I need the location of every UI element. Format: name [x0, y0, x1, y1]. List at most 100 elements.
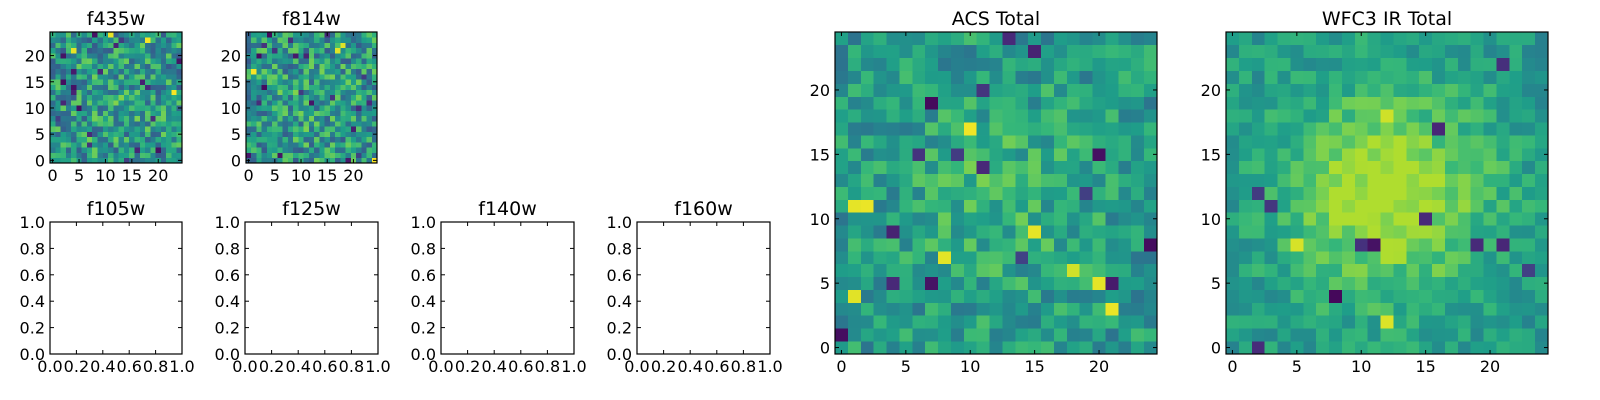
heatmap-cell [1354, 173, 1369, 187]
heatmap-cell [171, 73, 178, 80]
heatmap-cell [1290, 289, 1304, 303]
heatmap-cell [366, 42, 373, 49]
heatmap-cell [251, 147, 257, 153]
heatmap-cell [108, 115, 114, 122]
heatmap-cell [1002, 32, 1016, 46]
heatmap-cell [350, 131, 357, 138]
heatmap-cell [108, 147, 114, 153]
heatmap-cells [246, 32, 378, 164]
heatmap-cell [166, 42, 172, 49]
heatmap-cell [171, 110, 178, 117]
heatmap-cell [963, 160, 978, 175]
heatmap-cell [145, 68, 151, 75]
heatmap-cell [1393, 328, 1407, 342]
heatmap-cell [1535, 173, 1549, 187]
heatmap-cell [261, 42, 268, 49]
heatmap-cell [1066, 289, 1081, 303]
heatmap-cell [1329, 122, 1343, 136]
heatmap-cell [899, 96, 913, 110]
heatmap-cell [847, 199, 862, 213]
heatmap-cell [350, 110, 357, 117]
heatmap-cell [1354, 135, 1369, 149]
heatmap-cell [1483, 302, 1497, 316]
heatmap-cell [1105, 341, 1119, 355]
heatmap-cell [92, 63, 98, 70]
heatmap-cell [1251, 147, 1265, 162]
heatmap-cell [1419, 70, 1433, 84]
heatmap-cell [298, 79, 304, 85]
heatmap-cell [97, 126, 104, 132]
heatmap-cell [989, 186, 1003, 200]
heatmap-cell [251, 32, 257, 38]
heatmap-cell [1118, 199, 1132, 213]
heatmap-cell [1053, 328, 1068, 342]
heatmap-cell [303, 63, 310, 70]
heatmap-cell [1483, 315, 1497, 329]
heatmap-cell [324, 105, 331, 111]
heatmap-cell [1002, 341, 1016, 355]
heatmap-cell [329, 63, 336, 70]
heatmap-cell [266, 52, 273, 59]
heatmap-cell [160, 121, 167, 127]
heatmap-cell [835, 122, 849, 136]
heatmap-cell [324, 84, 331, 90]
heatmap-cell [1105, 96, 1119, 110]
heatmap-cell [1457, 315, 1472, 329]
heatmap-cell [277, 105, 284, 111]
heatmap-cell [118, 37, 125, 43]
heatmap-cell [1432, 57, 1446, 71]
heatmap-cell [989, 122, 1003, 136]
heatmap-cell [963, 225, 978, 239]
heatmap-cell [102, 89, 109, 96]
heatmap-cell [1509, 83, 1523, 97]
heatmap-cell [97, 131, 104, 138]
heatmap-cell [266, 115, 273, 122]
heatmap-cell [76, 79, 83, 85]
heatmap-cell [118, 142, 125, 148]
heatmap-cell [1432, 289, 1446, 303]
x-tick-label: 0.2 [651, 357, 676, 376]
heatmap-cell [361, 110, 367, 117]
heatmap-cell [329, 58, 336, 64]
heatmap-cell [1535, 160, 1549, 175]
heatmap-cell [1105, 32, 1119, 46]
heatmap-cell [81, 110, 88, 117]
heatmap-cell [282, 131, 289, 138]
heatmap-cell [340, 157, 346, 164]
heatmap-cell [1444, 276, 1459, 290]
heatmap-cell [314, 131, 320, 138]
heatmap-cell [350, 121, 357, 127]
heatmap-cell [860, 122, 874, 136]
heatmap-cell [134, 105, 141, 111]
heatmap-cell [350, 52, 357, 59]
heatmap-cell [166, 110, 172, 117]
heatmap-cell [1393, 276, 1407, 290]
heatmap-cell [55, 47, 61, 54]
heatmap-cell [1118, 109, 1132, 123]
heatmap-cell [1341, 135, 1356, 149]
heatmap-cell [1522, 57, 1536, 71]
heatmap-cell [160, 73, 167, 80]
heatmap-cell [1238, 225, 1253, 239]
heatmap-cell [1092, 341, 1106, 355]
heatmap-cell [160, 68, 167, 75]
heatmap-cell [303, 142, 310, 148]
heatmap-cell [65, 110, 72, 117]
heatmap-cell [1406, 32, 1420, 46]
heatmap-cell [1053, 57, 1068, 71]
heatmap-cell [899, 109, 913, 123]
heatmap-cell [155, 131, 162, 138]
heatmap-cell [1118, 328, 1132, 342]
heatmap-cell [1535, 147, 1549, 162]
heatmap-cell [1522, 70, 1536, 84]
heatmap-cell [912, 238, 926, 252]
heatmap-cell [361, 89, 367, 96]
heatmap-cell [1470, 238, 1484, 252]
heatmap-cell [298, 63, 304, 70]
heatmap-cell [1380, 135, 1394, 149]
x-tick-label: 10 [1351, 357, 1371, 376]
heatmap-cell [1341, 315, 1356, 329]
heatmap-cell [324, 147, 331, 153]
